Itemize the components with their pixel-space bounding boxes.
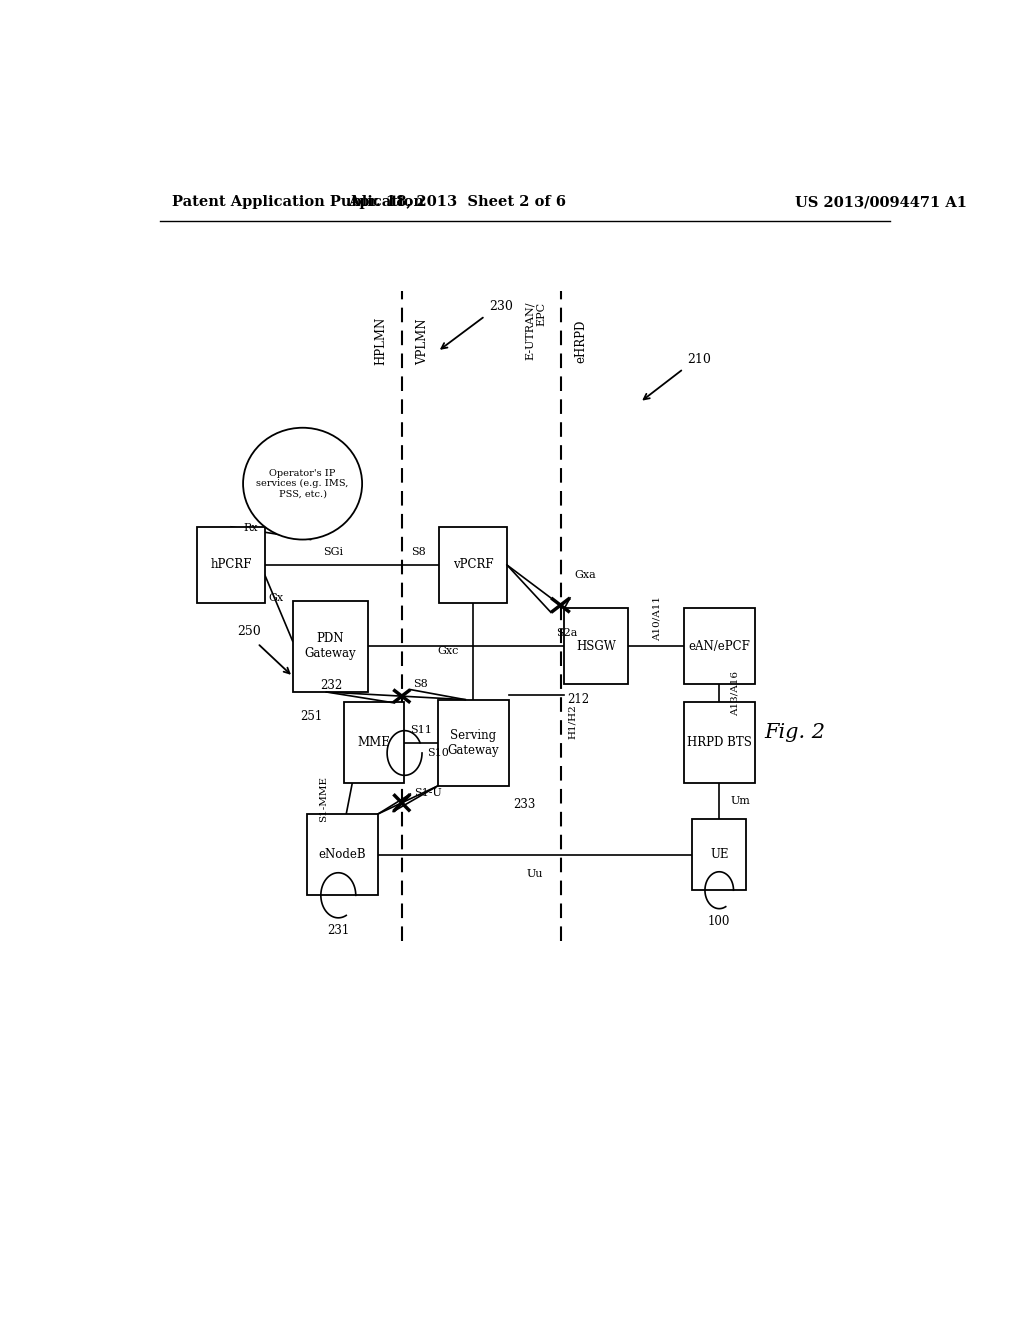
Text: vPCRF: vPCRF xyxy=(453,558,494,572)
Text: 251: 251 xyxy=(301,710,323,723)
FancyBboxPatch shape xyxy=(198,527,265,603)
Text: S1-MME: S1-MME xyxy=(319,776,329,822)
Text: VPLMN: VPLMN xyxy=(416,318,429,364)
Text: HSGW: HSGW xyxy=(577,640,616,653)
Text: 230: 230 xyxy=(489,300,513,313)
FancyBboxPatch shape xyxy=(344,702,403,784)
FancyBboxPatch shape xyxy=(293,601,368,692)
Text: Apr. 18, 2013  Sheet 2 of 6: Apr. 18, 2013 Sheet 2 of 6 xyxy=(348,195,566,209)
Text: Uu: Uu xyxy=(527,869,544,879)
FancyBboxPatch shape xyxy=(437,700,509,785)
Text: 212: 212 xyxy=(567,693,589,706)
FancyBboxPatch shape xyxy=(564,609,628,684)
Text: Operator's IP
services (e.g. IMS,
PSS, etc.): Operator's IP services (e.g. IMS, PSS, e… xyxy=(256,469,349,499)
FancyBboxPatch shape xyxy=(684,609,755,684)
Text: H1/H2: H1/H2 xyxy=(568,705,578,739)
Text: SGi: SGi xyxy=(324,546,343,557)
Text: eHRPD: eHRPD xyxy=(574,319,588,363)
Text: Um: Um xyxy=(730,796,751,807)
FancyBboxPatch shape xyxy=(692,818,746,890)
Text: US 2013/0094471 A1: US 2013/0094471 A1 xyxy=(795,195,967,209)
Text: eNodeB: eNodeB xyxy=(318,849,367,861)
Text: Gx: Gx xyxy=(269,593,284,603)
Text: Patent Application Publication: Patent Application Publication xyxy=(172,195,424,209)
Text: eAN/ePCF: eAN/ePCF xyxy=(688,640,751,653)
Text: E-UTRAN/
EPC: E-UTRAN/ EPC xyxy=(524,302,546,360)
Text: S1-U: S1-U xyxy=(414,788,441,797)
Text: Gxc: Gxc xyxy=(437,647,459,656)
Text: S2a: S2a xyxy=(556,628,578,638)
Text: HPLMN: HPLMN xyxy=(375,317,387,366)
Text: S10: S10 xyxy=(427,748,449,758)
Text: A10/A11: A10/A11 xyxy=(653,597,662,642)
Text: 250: 250 xyxy=(237,626,260,638)
FancyBboxPatch shape xyxy=(439,527,507,603)
Text: 231: 231 xyxy=(328,924,349,937)
Text: 100: 100 xyxy=(708,915,730,928)
Text: Rx: Rx xyxy=(244,523,258,533)
Text: HRPD BTS: HRPD BTS xyxy=(687,737,752,750)
Text: Fig. 2: Fig. 2 xyxy=(764,723,825,742)
Text: 232: 232 xyxy=(321,678,343,692)
Text: UE: UE xyxy=(710,849,728,861)
Text: 210: 210 xyxy=(687,352,712,366)
Text: S11: S11 xyxy=(410,725,431,735)
FancyBboxPatch shape xyxy=(306,814,378,895)
Text: PDN
Gateway: PDN Gateway xyxy=(304,632,356,660)
Text: 233: 233 xyxy=(513,799,536,812)
Text: hPCRF: hPCRF xyxy=(210,558,252,572)
Text: A13/A16: A13/A16 xyxy=(730,671,739,715)
FancyBboxPatch shape xyxy=(684,702,755,784)
Text: S8: S8 xyxy=(413,678,428,689)
Text: MME: MME xyxy=(357,737,390,750)
Text: Serving
Gateway: Serving Gateway xyxy=(447,729,499,756)
Ellipse shape xyxy=(243,428,362,540)
Text: Gxa: Gxa xyxy=(574,570,597,579)
Text: S8: S8 xyxy=(412,546,426,557)
